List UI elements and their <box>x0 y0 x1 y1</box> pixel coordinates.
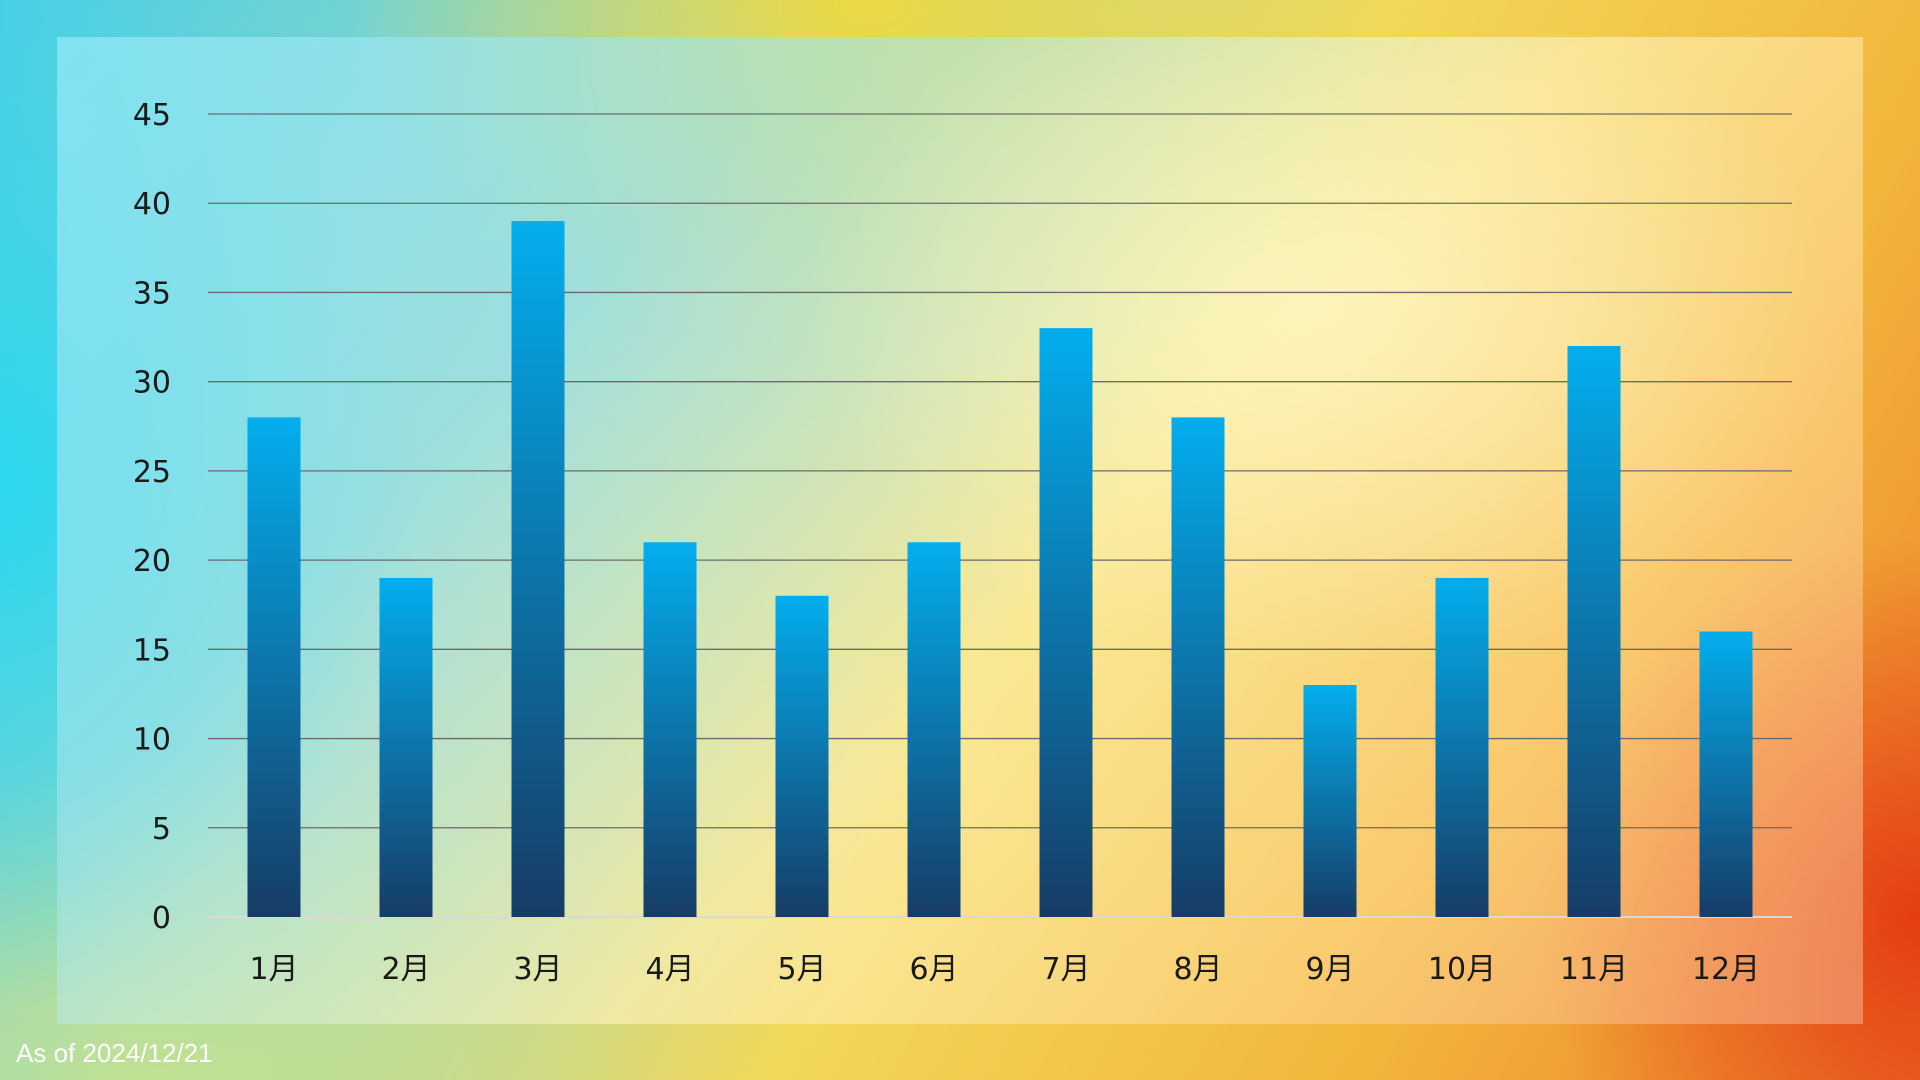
y-tick-label: 5 <box>152 812 171 847</box>
bar <box>1171 417 1225 917</box>
bar <box>1303 685 1357 917</box>
y-axis-tick-labels: 0 5 10 15 20 25 30 35 40 45 <box>133 98 171 936</box>
bar <box>775 595 829 917</box>
x-tick-label: 11月 <box>1560 952 1628 987</box>
bar <box>1567 345 1621 917</box>
bar <box>511 221 565 918</box>
x-tick-label: 10月 <box>1428 952 1496 987</box>
x-tick-label: 6月 <box>909 952 958 987</box>
bars <box>247 221 1753 918</box>
bar-chart: 0 5 10 15 20 25 30 35 40 45 1月 2月 3月 4月 5月 6月 7月 8月 9月 10月… <box>133 98 1792 987</box>
x-axis-tick-labels: 1月 2月 3月 4月 5月 6月 7月 8月 9月 10月 11月 12月 <box>249 952 1760 987</box>
x-tick-label: 2月 <box>381 952 430 987</box>
y-tick-label: 40 <box>133 187 171 222</box>
y-tick-label: 45 <box>133 98 171 133</box>
y-tick-label: 35 <box>133 276 171 311</box>
bar <box>379 577 433 917</box>
as-of-date-label: As of 2024/12/21 <box>16 1038 213 1068</box>
bar <box>907 542 961 917</box>
y-tick-label: 25 <box>133 455 171 490</box>
y-tick-label: 15 <box>133 633 171 668</box>
bar <box>247 417 301 917</box>
x-tick-label: 3月 <box>513 952 562 987</box>
x-tick-label: 7月 <box>1041 952 1090 987</box>
y-tick-label: 30 <box>133 366 171 401</box>
x-tick-label: 8月 <box>1173 952 1222 987</box>
x-tick-label: 12月 <box>1692 952 1760 987</box>
x-tick-label: 4月 <box>645 952 694 987</box>
y-tick-label: 10 <box>133 723 171 758</box>
gridlines <box>208 113 1792 918</box>
x-tick-label: 5月 <box>777 952 826 987</box>
x-tick-label: 1月 <box>249 952 298 987</box>
bar <box>643 542 697 917</box>
bar <box>1435 577 1489 917</box>
y-tick-label: 20 <box>133 544 171 579</box>
y-tick-label: 0 <box>152 901 171 936</box>
bar <box>1039 328 1093 918</box>
x-tick-label: 9月 <box>1305 952 1354 987</box>
bar <box>1699 631 1753 917</box>
chart-panel: 0 5 10 15 20 25 30 35 40 45 1月 2月 3月 4月 5月 6月 7月 8月 9月 10月… <box>57 37 1863 1024</box>
